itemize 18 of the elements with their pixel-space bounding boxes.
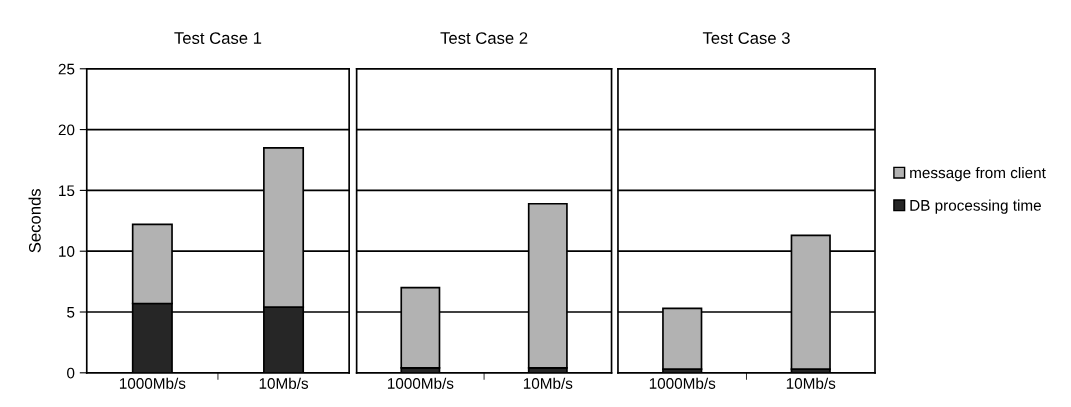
- x-tick-label: 10Mb/s: [523, 377, 573, 389]
- y-axis-title: Seconds: [28, 188, 41, 253]
- x-tick-label: 1000Mb/s: [387, 377, 454, 389]
- x-tick-label: 1000Mb/s: [649, 377, 716, 389]
- legend-label: DB processing time: [910, 199, 1041, 214]
- x-tick-label: 1000Mb/s: [119, 377, 186, 389]
- y-tick-label: 10: [59, 246, 75, 257]
- legend-label: message from client: [910, 166, 1046, 182]
- y-tick-label: 20: [58, 124, 75, 136]
- y-tick-label: 15: [59, 185, 75, 197]
- chart-title: Test Case 2: [440, 32, 528, 44]
- y-tick-label: 0: [67, 367, 75, 379]
- chart-title: Test Case 3: [702, 32, 790, 44]
- x-tick-label: 10Mb/s: [786, 377, 836, 389]
- y-tick-label: 25: [58, 63, 75, 75]
- y-tick-label: 5: [67, 307, 75, 318]
- x-tick-label: 10Mb/s: [259, 377, 309, 389]
- chart-title: Test Case 1: [174, 32, 262, 44]
